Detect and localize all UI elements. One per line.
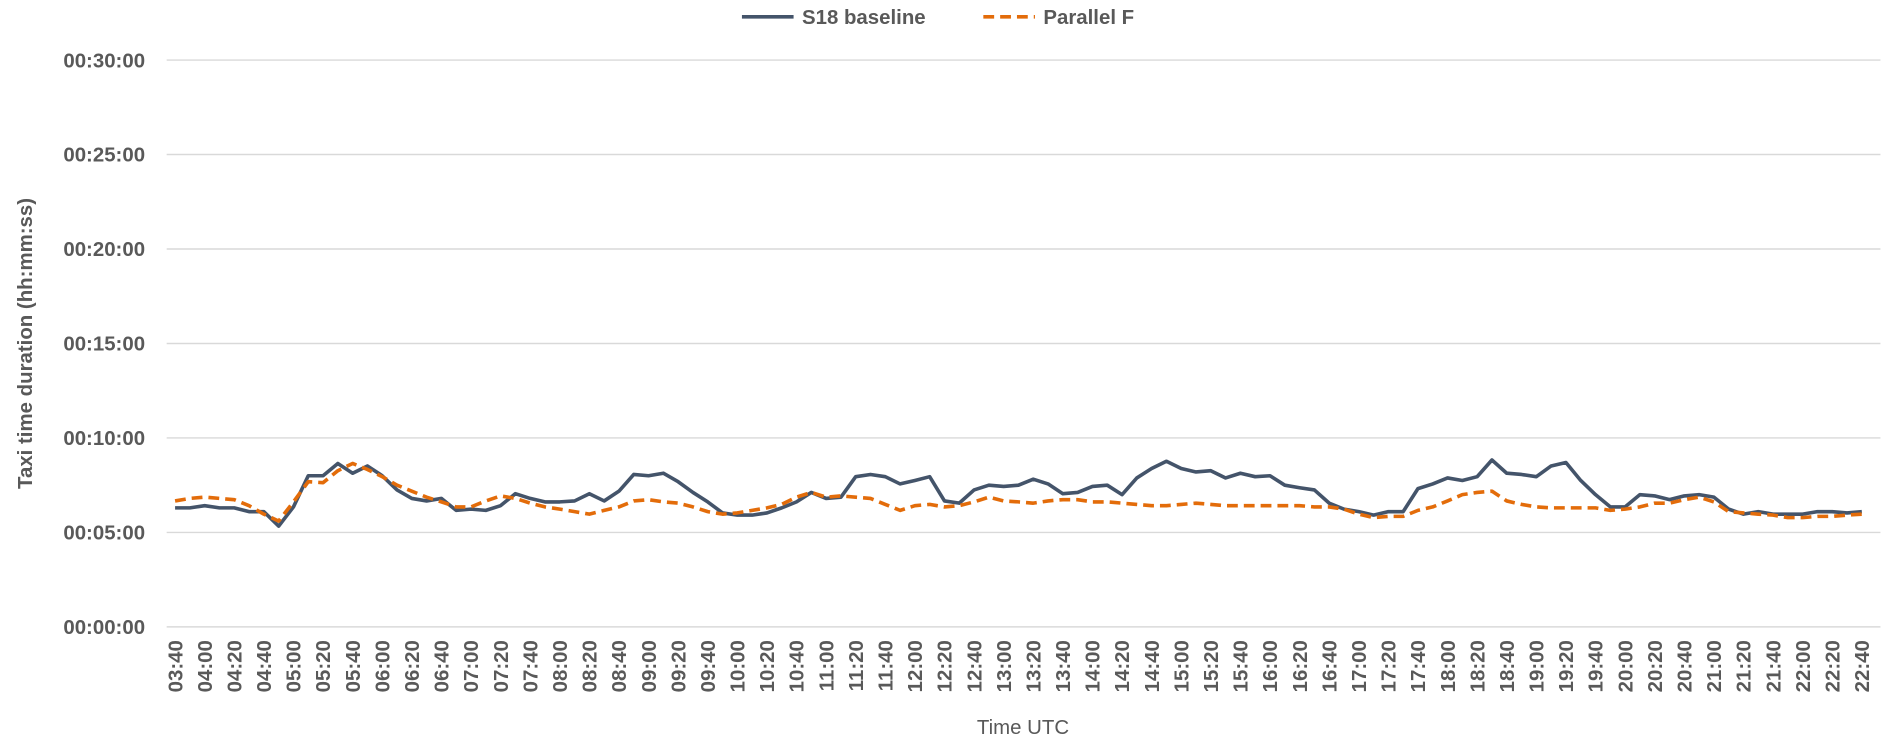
legend: S18 baseline Parallel F: [741, 7, 1134, 29]
x-tick-label: 07:40: [520, 640, 542, 692]
x-tick-label: 16:20: [1290, 640, 1312, 692]
x-tick-label: 20:00: [1615, 640, 1637, 692]
x-tick-label: 08:20: [580, 640, 602, 692]
x-tick-label: 08:00: [550, 640, 572, 692]
x-tick-label: 18:20: [1467, 640, 1489, 692]
x-tick-label: 20:40: [1674, 640, 1696, 692]
x-tick-label: 19:40: [1586, 640, 1608, 692]
x-tick-label: 13:40: [1053, 640, 1075, 692]
x-tick-label: 12:40: [964, 640, 986, 692]
x-tick-label: 17:20: [1379, 640, 1401, 692]
x-tick-label: 12:20: [935, 640, 957, 692]
y-tick-label: 00:20:00: [63, 239, 145, 261]
x-tick-label: 14:20: [1112, 640, 1134, 692]
x-tick-label: 18:00: [1438, 640, 1460, 692]
x-tick-label: 21:00: [1704, 640, 1726, 692]
x-axis-label: Time UTC: [977, 717, 1069, 739]
x-tick-label: 18:40: [1497, 640, 1519, 692]
x-tick-label: 19:20: [1556, 640, 1578, 692]
x-tick-label: 22:00: [1793, 640, 1815, 692]
x-tick-label: 03:40: [165, 640, 187, 692]
x-tick-label: 05:40: [343, 640, 365, 692]
y-tick-label: 00:25:00: [63, 145, 145, 167]
x-tick-label: 09:00: [639, 640, 661, 692]
x-tick-label: 11:20: [846, 640, 868, 691]
x-tick-label: 04:00: [195, 640, 217, 692]
x-tick-label: 14:40: [1142, 640, 1164, 692]
x-tick-label: 22:20: [1822, 640, 1844, 692]
x-tick-label: 16:40: [1319, 640, 1341, 692]
x-tick-label: 05:00: [284, 640, 306, 692]
x-tick-label: 15:40: [1231, 640, 1253, 692]
x-tick-label: 20:20: [1645, 640, 1667, 692]
x-tick-label: 15:00: [1171, 640, 1193, 692]
x-tick-label: 21:40: [1763, 640, 1785, 692]
y-tick-label: 00:10:00: [63, 428, 145, 450]
legend-label: Parallel F: [1043, 7, 1134, 29]
x-tick-label: 17:40: [1408, 640, 1430, 692]
x-tick-label: 16:00: [1260, 640, 1282, 692]
x-tick-label: 15:20: [1201, 640, 1223, 692]
x-tick-label: 11:40: [876, 640, 898, 691]
y-tick-label: 00:05:00: [63, 523, 145, 545]
x-tick-label: 04:20: [224, 640, 246, 692]
series-line: [175, 458, 1862, 528]
x-tick-label: 09:20: [668, 640, 690, 692]
x-tick-label: 12:00: [905, 640, 927, 692]
x-tick-label: 05:20: [313, 640, 335, 692]
x-tick-label: 06:00: [372, 640, 394, 692]
x-tick-label: 10:40: [787, 640, 809, 692]
x-tick-label: 10:00: [728, 640, 750, 692]
x-tick-label: 21:20: [1734, 640, 1756, 692]
y-tick-label: 00:15:00: [63, 334, 145, 356]
x-tick-label: 09:40: [698, 640, 720, 692]
x-tick-label: 06:20: [402, 640, 424, 692]
y-tick-label: 00:30:00: [63, 50, 145, 72]
x-tick-label: 07:20: [491, 640, 513, 692]
x-tick-label: 14:00: [1083, 640, 1105, 692]
series-line: [174, 461, 1862, 523]
x-tick-label: 11:00: [816, 640, 838, 691]
x-tick-label: 19:00: [1527, 640, 1549, 692]
x-tick-label: 13:00: [994, 640, 1016, 692]
x-tick-label: 04:40: [254, 640, 276, 692]
legend-label: S18 baseline: [802, 7, 926, 29]
x-tick-label: 07:00: [461, 640, 483, 692]
x-tick-label: 08:40: [609, 640, 631, 692]
x-tick-label: 06:40: [432, 640, 454, 692]
x-tick-label: 17:00: [1349, 640, 1371, 692]
x-tick-label: 10:20: [757, 640, 779, 692]
x-tick-label: 13:20: [1023, 640, 1045, 692]
y-axis-label: Taxi time duration (hh:mm:ss): [15, 198, 37, 489]
y-tick-label: 00:00:00: [63, 617, 145, 639]
x-tick-label: 22:40: [1852, 640, 1874, 692]
